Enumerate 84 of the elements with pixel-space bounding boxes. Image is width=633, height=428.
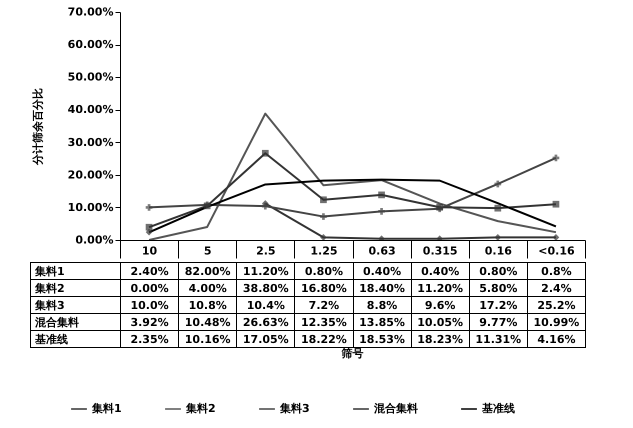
data-label: 2.40% (120, 262, 179, 280)
legend-label: 基准线 (481, 402, 515, 415)
data-label: 18.53% (353, 330, 412, 348)
data-label: 2.4% (527, 280, 586, 296)
data-label: 17.2% (469, 296, 528, 314)
data-label: 4.16% (527, 330, 586, 348)
data-label: 18.22% (294, 330, 353, 348)
data-label: 8.8% (353, 296, 412, 314)
legend-label: 集料3 (279, 402, 310, 415)
data-label: 18.40% (353, 280, 412, 296)
data-label: 17.05% (236, 330, 295, 348)
text: 混合集料 (35, 316, 79, 328)
data-label: 7.2% (294, 296, 353, 314)
text: 82.00% (184, 264, 231, 278)
data-label: 10.0% (120, 296, 179, 314)
point (494, 234, 502, 240)
data-label: 10.8% (178, 296, 237, 314)
point (146, 204, 152, 211)
x-tick-label: 0.63 (368, 244, 396, 258)
y-tick-label: 60.00% (68, 38, 114, 52)
y-tick-label: 20.00% (68, 168, 114, 182)
point (494, 204, 502, 212)
data-label: 11.20% (411, 280, 470, 296)
data-label: 0.40% (353, 262, 412, 280)
text: 集料3 (35, 298, 65, 312)
y-tick-label: 30.00% (68, 136, 114, 149)
data-label: 9.6% (411, 296, 470, 314)
data-label: 10.05% (411, 314, 470, 330)
legend-label: 混合集料 (373, 402, 418, 415)
data-label: 11.31% (469, 330, 528, 348)
data-label: 10.48% (178, 314, 237, 330)
line-series (148, 112, 557, 240)
data-label: 10.16% (178, 330, 237, 348)
point (378, 208, 385, 215)
data-label: 0.40% (411, 262, 470, 280)
data-label: 4.00% (178, 280, 237, 296)
text: 集料1 (35, 264, 65, 278)
point (320, 196, 327, 204)
data-label: 16.80% (294, 280, 353, 296)
data-label: 0.80% (294, 262, 353, 280)
y-tick-label: 50.00% (68, 70, 114, 84)
text: 筛号 (342, 346, 364, 361)
data-label: 0.00% (120, 280, 179, 296)
data-label: 5.80% (469, 280, 528, 296)
data-label: 0.8% (527, 262, 586, 280)
data-label: 25.2% (527, 296, 586, 314)
point (552, 200, 560, 208)
point (146, 224, 152, 231)
x-tick-label: 5 (204, 244, 212, 258)
data-label: 13.85% (353, 314, 412, 330)
x-tick-label: 1.25 (310, 244, 338, 258)
x-tick-label: 10 (142, 244, 158, 258)
y-tick-label: 10.00% (68, 200, 114, 214)
x-tick-label: 0.16 (484, 244, 512, 258)
data-label: 2.35% (120, 330, 179, 348)
data-label: 11.20% (236, 262, 295, 280)
data-label: 3.92% (120, 314, 179, 330)
x-tick-label: 2.5 (256, 244, 276, 258)
x-tick-label: <0.16 (538, 244, 575, 258)
y-tick-label: 0.00% (75, 234, 114, 246)
point (320, 234, 327, 240)
data-label: 38.80% (236, 280, 295, 296)
point (320, 213, 327, 220)
point (552, 234, 560, 240)
data-label: 12.35% (294, 314, 353, 330)
y-tick-label: 70.00% (68, 6, 114, 18)
legend-label: 集料1 (91, 402, 122, 415)
x-tick-label: 0.315 (422, 244, 458, 258)
point (378, 192, 385, 198)
point (262, 150, 269, 157)
y-axis-title: 分计筛余百分比 (32, 88, 45, 166)
data-label: 26.63% (236, 314, 295, 330)
y-tick-label: 40.00% (68, 103, 114, 116)
data-label: 10.99% (527, 314, 586, 330)
text: 基准线 (35, 332, 68, 346)
text: 集料2 (35, 282, 65, 294)
data-label: 9.77% (469, 314, 528, 330)
point (494, 180, 502, 188)
point (552, 154, 560, 162)
data-label: 0.80% (469, 262, 528, 280)
point (262, 202, 269, 210)
legend-label: 集料2 (185, 402, 216, 415)
data-label: 18.23% (411, 330, 470, 348)
data-label: 10.4% (236, 296, 295, 314)
